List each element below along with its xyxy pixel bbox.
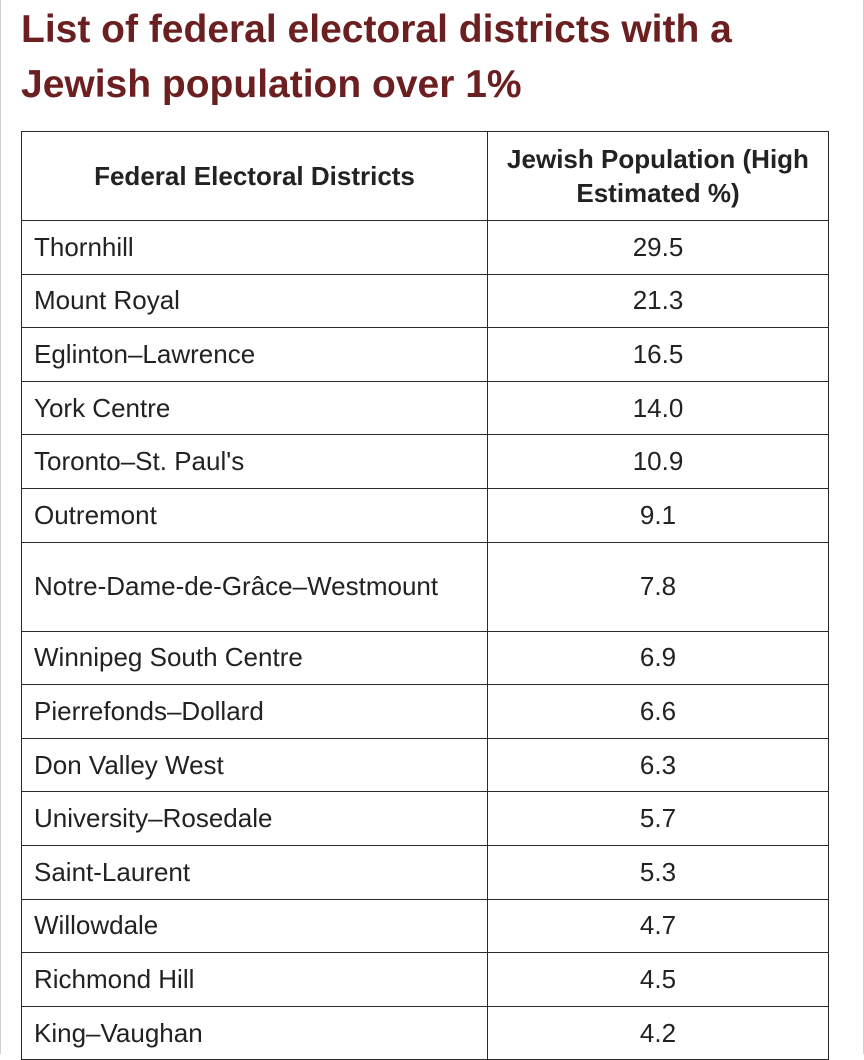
- table-row: Thornhill 29.5: [21, 220, 829, 275]
- table-header-row: Federal Electoral Districts Jewish Popul…: [21, 131, 829, 221]
- district-cell: Notre-Dame-de-Grâce–Westmount: [21, 541, 488, 632]
- table-row: Winnipeg South Centre 6.9: [21, 630, 829, 686]
- district-cell: Willowdale: [21, 898, 488, 954]
- table-row: Outremont 9.1: [21, 487, 829, 543]
- table-row: Don Valley West 6.3: [21, 737, 829, 793]
- district-cell: Don Valley West: [21, 737, 488, 793]
- district-cell: Toronto–St. Paul's: [21, 434, 488, 489]
- table-row: University–Rosedale 5.7: [21, 791, 829, 846]
- percent-cell: 16.5: [487, 327, 829, 382]
- percent-cell: 10.9: [487, 434, 829, 489]
- table-row: York Centre 14.0: [21, 380, 829, 436]
- percent-cell: 7.8: [487, 541, 829, 632]
- page-title: List of federal electoral districts with…: [21, 8, 732, 106]
- percent-cell: 14.0: [487, 380, 829, 436]
- table-row: Eglinton–Lawrence 16.5: [21, 327, 829, 382]
- table-row: Toronto–St. Paul's 10.9: [21, 434, 829, 489]
- table-row: Pierrefonds–Dollard 6.6: [21, 684, 829, 739]
- percent-cell: 5.3: [487, 844, 829, 900]
- district-cell: Saint-Laurent: [21, 844, 488, 900]
- district-cell: University–Rosedale: [21, 791, 488, 846]
- table-row: Saint-Laurent 5.3: [21, 844, 829, 900]
- percent-cell: 6.9: [487, 630, 829, 686]
- table-row: Mount Royal 21.3: [21, 273, 829, 329]
- district-cell: York Centre: [21, 380, 488, 436]
- percent-cell: 9.1: [487, 487, 829, 543]
- district-cell: Richmond Hill: [21, 952, 488, 1007]
- district-cell: Outremont: [21, 487, 488, 543]
- districts-table: Federal Electoral Districts Jewish Popul…: [21, 131, 829, 1060]
- table-row: Notre-Dame-de-Grâce–Westmount 7.8: [21, 541, 829, 632]
- table-row: Willowdale 4.7: [21, 898, 829, 954]
- column-header-district: Federal Electoral Districts: [21, 131, 488, 221]
- percent-cell: 6.3: [487, 737, 829, 793]
- district-cell: Eglinton–Lawrence: [21, 327, 488, 382]
- table-row: King–Vaughan 4.2: [21, 1005, 829, 1060]
- percent-cell: 4.7: [487, 898, 829, 954]
- percent-cell: 21.3: [487, 273, 829, 329]
- district-cell: Thornhill: [21, 220, 488, 275]
- column-header-population: Jewish Population (High Estimated %): [487, 131, 829, 221]
- district-cell: Pierrefonds–Dollard: [21, 684, 488, 739]
- district-cell: Winnipeg South Centre: [21, 630, 488, 686]
- percent-cell: 4.5: [487, 952, 829, 1007]
- percent-cell: 4.2: [487, 1005, 829, 1060]
- percent-cell: 5.7: [487, 791, 829, 846]
- table-row: Richmond Hill 4.5: [21, 952, 829, 1007]
- district-cell: King–Vaughan: [21, 1005, 488, 1060]
- percent-cell: 29.5: [487, 220, 829, 275]
- percent-cell: 6.6: [487, 684, 829, 739]
- district-cell: Mount Royal: [21, 273, 488, 329]
